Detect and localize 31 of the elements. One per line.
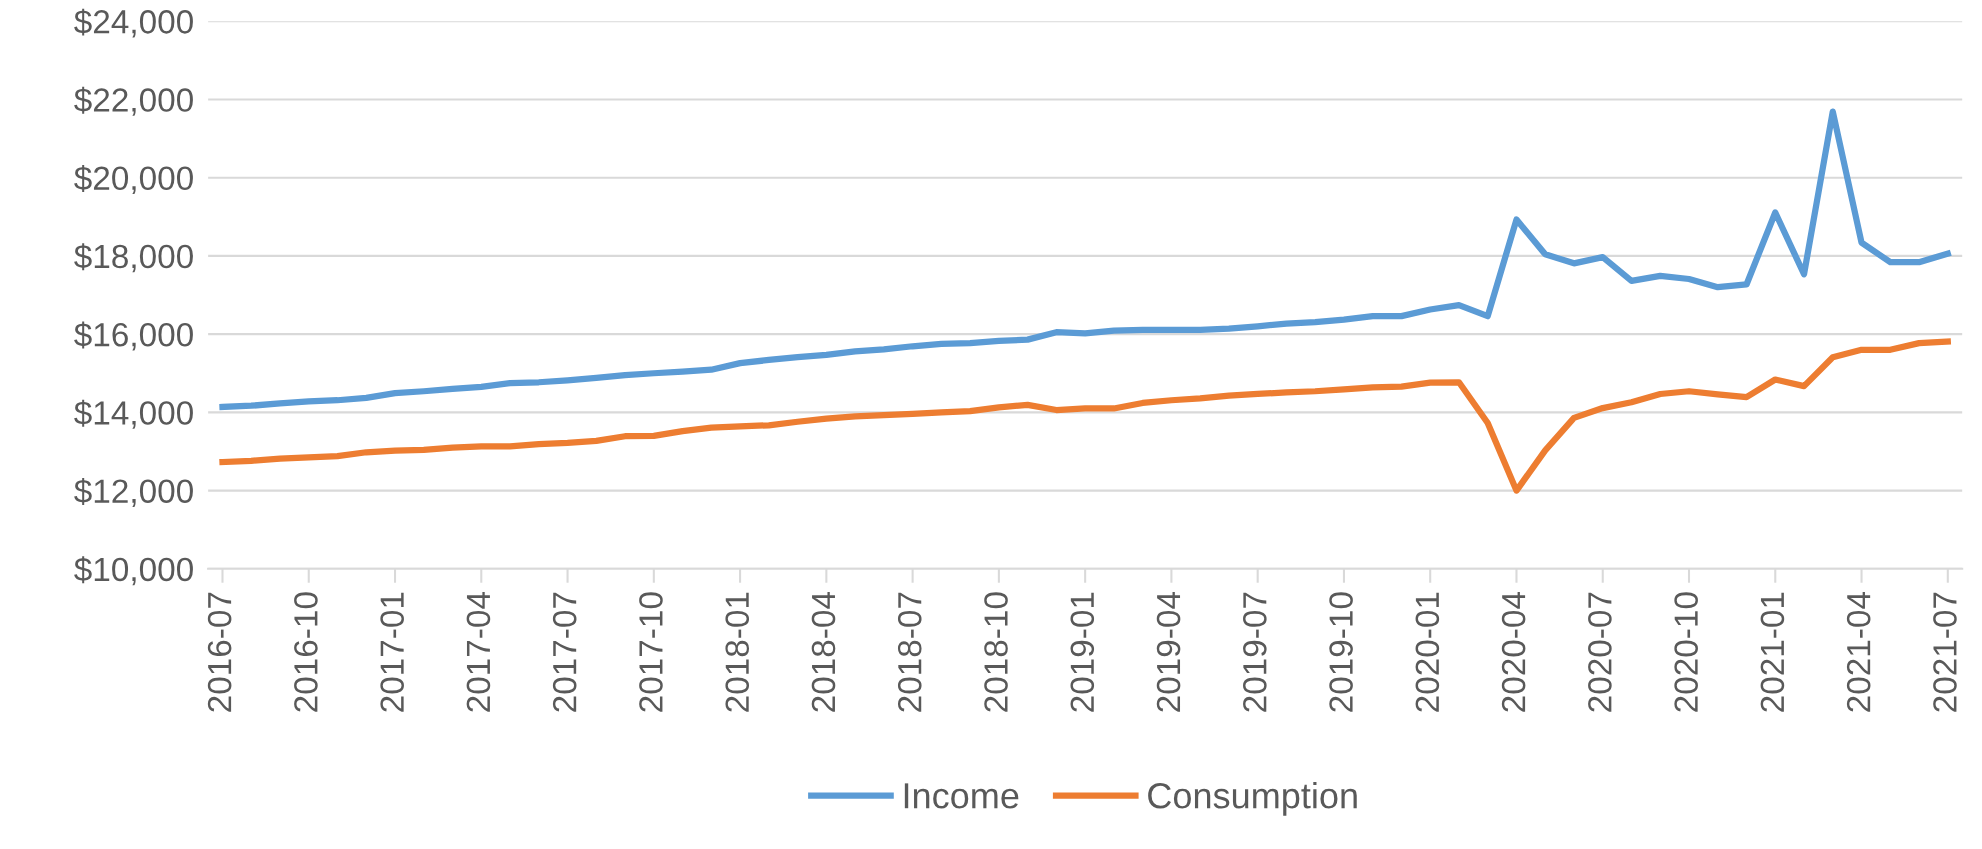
x-tick-label: 2020-01 <box>1415 592 1440 712</box>
x-tick-label: 2017-01 <box>380 592 404 712</box>
x-tick-label: 2019-01 <box>1070 592 1095 712</box>
x-tick-label: 2018-01 <box>725 592 750 712</box>
x-tick-label: 2019-10 <box>1329 592 1353 712</box>
x-tick-label: 2021-04 <box>1846 592 1871 712</box>
x-tick-label: 2016-10 <box>294 592 318 712</box>
y-tick-label: $12,000 <box>74 478 193 507</box>
legend-label: Consumption <box>1148 782 1357 816</box>
x-tick-label: 2017-07 <box>552 592 577 712</box>
x-tick-label: 2021-01 <box>1760 592 1785 712</box>
x-tick-label: 2021-07 <box>1933 592 1957 712</box>
x-tick-label: 2018-04 <box>811 592 836 712</box>
y-tick-label: $10,000 <box>74 556 193 586</box>
x-tick-label: 2020-07 <box>1588 592 1612 712</box>
y-tick-label: $24,000 <box>74 8 193 38</box>
x-tick-label: 2020-10 <box>1674 592 1698 712</box>
x-tick-label: 2016-07 <box>207 592 232 712</box>
y-tick-label: $16,000 <box>74 321 193 351</box>
legend-label: Income <box>904 783 1019 809</box>
x-tick-label: 2019-07 <box>1243 592 1267 712</box>
x-tick-label: 2020-04 <box>1501 592 1526 712</box>
x-tick-label: 2018-07 <box>897 592 922 712</box>
y-tick-label: $18,000 <box>74 243 193 273</box>
x-tick-label: 2018-10 <box>984 592 1008 712</box>
x-tick-label: 2019-04 <box>1156 592 1181 712</box>
y-tick-label: $14,000 <box>74 399 193 429</box>
y-tick-label: $20,000 <box>74 165 193 195</box>
x-tick-label: 2017-04 <box>466 592 491 712</box>
y-tick-label: $22,000 <box>74 86 193 116</box>
x-tick-label: 2017-10 <box>639 592 663 712</box>
